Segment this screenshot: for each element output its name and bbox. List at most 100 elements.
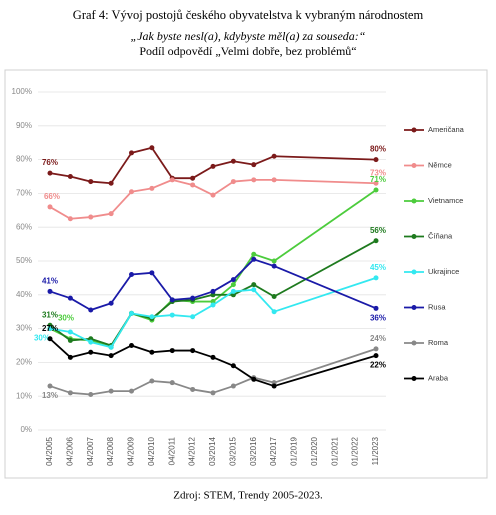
line-segment — [110, 312, 133, 348]
line-segment — [69, 297, 92, 311]
point — [129, 310, 134, 316]
line-segment — [90, 341, 112, 349]
point — [271, 153, 277, 159]
line-segment — [49, 324, 71, 342]
point — [108, 388, 114, 394]
line-segment — [212, 356, 234, 367]
point — [108, 300, 114, 306]
legend-label: Američana — [428, 125, 465, 134]
line-segment — [131, 380, 153, 392]
point — [230, 277, 236, 283]
point — [67, 295, 73, 301]
point — [251, 376, 257, 382]
line-segment — [151, 314, 173, 318]
legend-swatch — [411, 163, 417, 168]
line-segment — [212, 278, 234, 293]
x-tick-label: 11/2023 — [371, 436, 380, 465]
point — [271, 383, 277, 389]
x-tick-label: 04/2006 — [65, 436, 74, 465]
legend-label: Číňana — [428, 231, 453, 240]
value-label: 71% — [370, 175, 386, 184]
point — [47, 204, 53, 210]
chart-title: Graf 4: Vývoj postojů českého obyvatelst… — [73, 8, 424, 22]
line-segment — [49, 385, 71, 394]
point — [169, 348, 175, 354]
line-segment — [151, 179, 173, 190]
line-segment — [90, 302, 112, 311]
point — [129, 272, 134, 278]
line-segment — [49, 327, 71, 333]
point — [210, 390, 216, 396]
x-tick-label: 03/2016 — [249, 436, 258, 465]
x-tick-label: 03/2015 — [228, 436, 237, 465]
point — [230, 158, 236, 164]
point — [88, 349, 94, 355]
line-segment — [233, 288, 254, 293]
value-label: 30% — [34, 334, 50, 343]
line-segment — [273, 265, 377, 310]
point — [169, 380, 175, 386]
value-label: 76% — [42, 158, 58, 167]
point — [47, 170, 53, 176]
point — [47, 383, 53, 389]
line-segment — [131, 312, 153, 318]
line-segment — [70, 216, 91, 220]
line-segment — [253, 376, 275, 384]
line-segment — [70, 175, 91, 183]
point — [108, 211, 114, 217]
line-segment — [110, 344, 132, 357]
point — [169, 177, 175, 183]
line-segment — [192, 388, 214, 394]
value-label: 66% — [44, 192, 60, 201]
line-segment — [233, 376, 255, 387]
line-segment — [192, 165, 214, 179]
point — [108, 344, 114, 350]
line-segment — [151, 272, 173, 301]
point — [129, 150, 134, 156]
source-note: Zdroj: STEM, Trendy 2005-2023. — [173, 490, 323, 502]
line-segment — [253, 289, 275, 313]
y-tick-label: 20% — [16, 358, 32, 367]
line-segment — [253, 258, 275, 267]
legend-label: Vietnamce — [428, 196, 463, 205]
chart-subtitle: „Jak byste nesl(a), kdybyste měl(a) za s… — [131, 29, 366, 43]
line-segment — [273, 348, 377, 384]
line-segment — [49, 172, 71, 178]
point — [88, 339, 94, 345]
line-segment — [192, 293, 214, 301]
line-segment — [232, 365, 255, 381]
point — [149, 270, 155, 276]
line-segment — [212, 160, 234, 168]
line-segment — [212, 180, 234, 196]
line-segment — [274, 178, 377, 185]
line-segment — [192, 184, 214, 196]
value-label: 36% — [370, 313, 386, 322]
x-tick-label: 04/2007 — [86, 436, 95, 465]
y-tick-label: 80% — [16, 155, 32, 164]
value-label: 56% — [370, 226, 386, 235]
x-tick-label: 01/2021 — [330, 436, 339, 465]
legend-swatch — [411, 198, 417, 204]
line-segment — [273, 354, 377, 387]
point — [230, 179, 236, 185]
point — [88, 179, 94, 185]
y-tick-label: 50% — [16, 256, 32, 265]
point — [373, 305, 379, 311]
line-segment — [90, 180, 112, 185]
point — [271, 177, 277, 183]
value-label: 24% — [370, 334, 386, 343]
point — [251, 177, 257, 183]
point — [88, 214, 94, 220]
point — [210, 288, 216, 294]
value-label: 41% — [42, 277, 58, 286]
point — [251, 251, 257, 257]
line-segment — [253, 378, 275, 387]
legend-swatch — [411, 234, 417, 239]
point — [373, 346, 379, 352]
x-tick-label: 04/2011 — [167, 436, 176, 465]
line-segment — [253, 253, 275, 262]
legend-swatch — [411, 127, 417, 133]
value-label: 31% — [42, 310, 58, 319]
legend-swatch — [411, 340, 417, 346]
legend-label: Araba — [428, 373, 449, 382]
